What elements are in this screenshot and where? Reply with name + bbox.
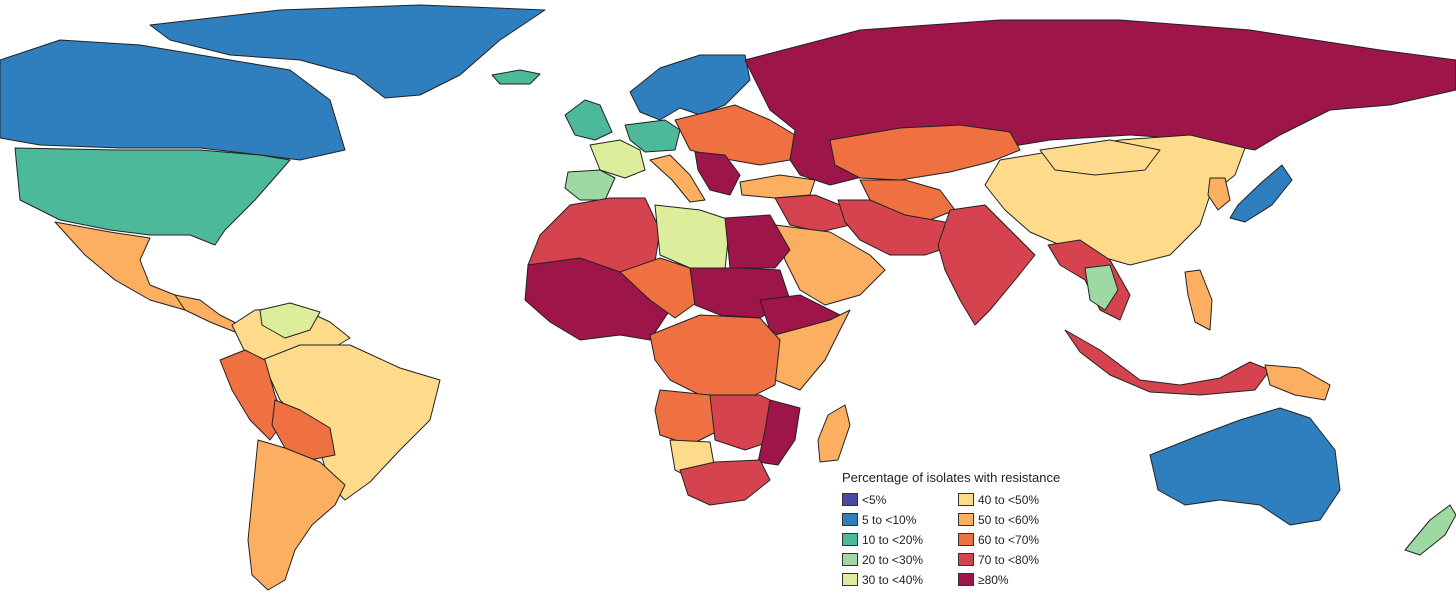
map-region-guyana	[259, 302, 321, 339]
map-region-balkans	[694, 151, 741, 196]
legend-label: 50 to <60%	[978, 512, 1040, 527]
map-region-australia	[1149, 407, 1341, 526]
map-region-iberia	[564, 169, 616, 201]
map-region-papua	[1264, 364, 1331, 401]
legend-item: 70 to <80%	[958, 551, 1078, 568]
map-region-iceland	[491, 69, 541, 85]
map-region-uk-ireland	[564, 99, 613, 141]
legend-swatch	[958, 493, 974, 506]
legend-label: 60 to <70%	[978, 532, 1040, 547]
legend-label: 5 to <10%	[862, 512, 917, 527]
map-region-thailand	[1084, 264, 1119, 311]
map-region-egypt	[724, 214, 791, 269]
map-region-italy	[649, 154, 706, 203]
map-region-korea	[1207, 177, 1231, 211]
legend-swatch	[958, 573, 974, 586]
map-region-turkey	[739, 174, 816, 199]
legend-label: <5%	[862, 492, 887, 507]
map-region-greenland	[149, 4, 546, 99]
legend-swatch	[958, 513, 974, 526]
map-region-central-america	[174, 294, 241, 333]
legend-swatch	[842, 553, 858, 566]
map-region-mozambique	[757, 399, 801, 466]
legend-label: 30 to <40%	[862, 572, 924, 587]
map-region-bolivia	[271, 399, 336, 461]
legend-item: 60 to <70%	[958, 531, 1078, 548]
legend-title: Percentage of isolates with resistance	[842, 470, 1061, 485]
map-region-madagascar	[817, 404, 851, 463]
legend-item: 20 to <30%	[842, 551, 958, 568]
legend-item: <5%	[842, 491, 958, 508]
legend-grid: <5% 5 to <10% 10 to <20% 20 to <30% 30 t…	[842, 491, 1092, 588]
map-region-central-africa	[649, 314, 781, 401]
map-region-argentina-chile	[247, 439, 346, 591]
legend-label: ≥80%	[978, 572, 1009, 587]
map-region-philippines	[1184, 269, 1213, 331]
legend-label: 70 to <80%	[978, 552, 1040, 567]
map-region-west-africa	[524, 257, 671, 341]
legend-swatch	[958, 553, 974, 566]
map-region-new-zealand	[1404, 504, 1456, 556]
legend-swatch	[842, 573, 858, 586]
map-region-scandinavia	[629, 54, 751, 121]
legend-item: 50 to <60%	[958, 511, 1078, 528]
map-region-arabia	[774, 224, 886, 306]
map-region-south-africa	[679, 459, 771, 506]
map-legend: Percentage of isolates with resistance <…	[842, 470, 1092, 588]
map-region-germany	[624, 119, 681, 153]
legend-label: 20 to <30%	[862, 552, 924, 567]
map-region-indonesia	[1064, 329, 1271, 396]
map-region-kazakhstan	[829, 124, 1021, 181]
legend-item: 30 to <40%	[842, 571, 958, 588]
map-region-canada	[0, 39, 346, 161]
legend-item: 10 to <20%	[842, 531, 958, 548]
map-region-united-states	[14, 147, 291, 246]
legend-item: 5 to <10%	[842, 511, 958, 528]
legend-label: 10 to <20%	[862, 532, 924, 547]
map-region-china	[984, 134, 1246, 266]
map-region-india	[937, 204, 1036, 326]
legend-label: 40 to <50%	[978, 492, 1040, 507]
legend-swatch	[842, 493, 858, 506]
legend-swatch	[842, 533, 858, 546]
legend-item: 40 to <50%	[958, 491, 1078, 508]
legend-swatch	[958, 533, 974, 546]
map-region-mongolia	[1039, 139, 1161, 176]
legend-item: ≥80%	[958, 571, 1078, 588]
legend-swatch	[842, 513, 858, 526]
map-region-japan	[1229, 164, 1293, 223]
